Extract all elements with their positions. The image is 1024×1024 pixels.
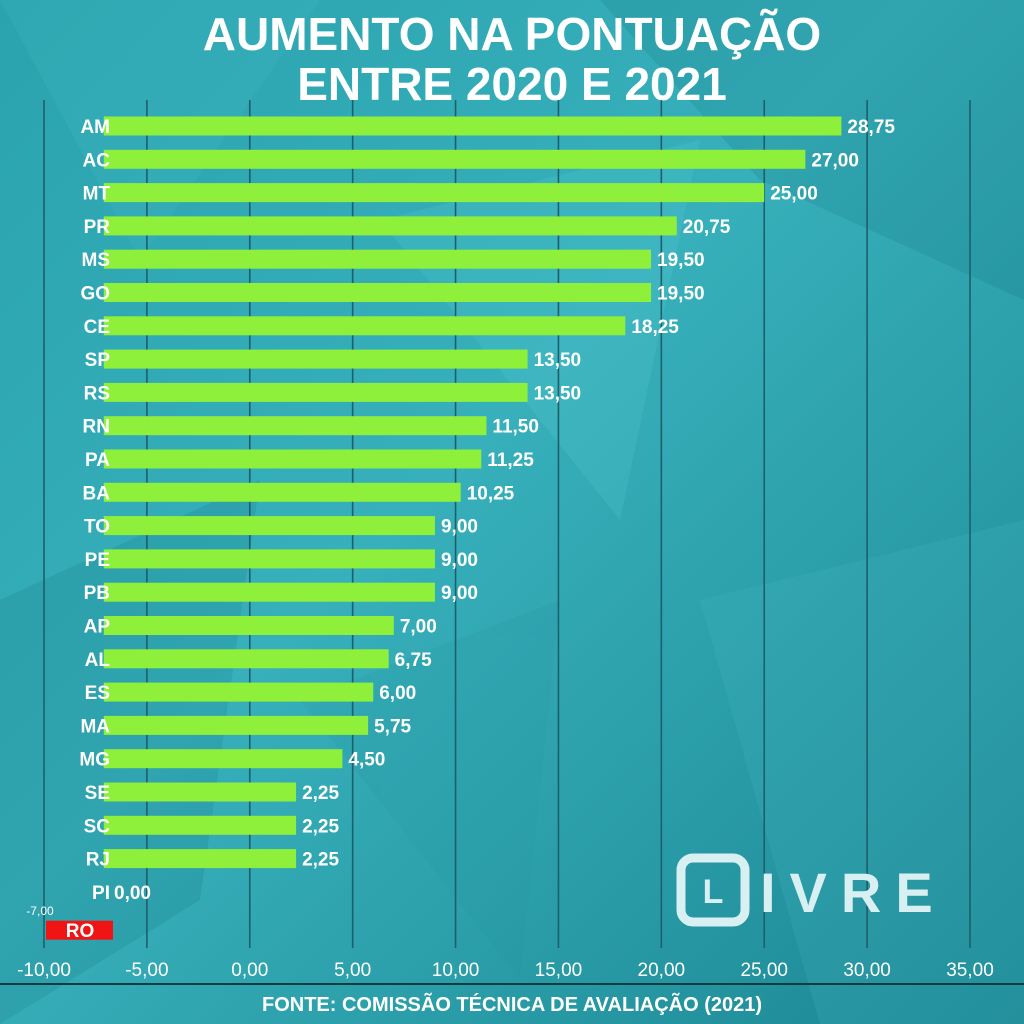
category-label-pi: PI (92, 883, 110, 904)
category-label-sc: SC (84, 816, 111, 837)
x-tick-label-9: 35,00 (946, 960, 994, 981)
category-label-se: SE (85, 783, 110, 804)
bar-pa (103, 449, 482, 469)
category-label-ba: BA (83, 483, 111, 504)
value-label-pi: 0,00 (114, 883, 151, 904)
category-label-al: AL (85, 650, 111, 671)
bar-go (103, 283, 652, 302)
value-label-mg: 4,50 (348, 750, 385, 771)
value-label-to: 9,00 (441, 517, 478, 538)
bar-pe (103, 549, 435, 569)
chart-title-line-2: ENTRE 2020 E 2021 (297, 58, 727, 110)
value-label-ro: -7,00 (26, 904, 54, 918)
bar-pr (103, 216, 677, 236)
bar-pb (103, 582, 435, 602)
value-label-ap: 7,00 (400, 617, 437, 638)
x-tick-label-2: 0,00 (231, 960, 268, 981)
category-label-pa: PA (85, 450, 110, 471)
category-label-rn: RN (83, 417, 110, 438)
value-label-rj: 2,25 (302, 850, 339, 871)
x-tick-label-8: 30,00 (843, 960, 891, 981)
value-label-es: 6,00 (379, 683, 416, 704)
category-label-am: AM (80, 117, 110, 138)
bar-rn (103, 416, 487, 436)
value-label-se: 2,25 (302, 783, 339, 804)
bar-am (103, 116, 842, 136)
category-label-ac: AC (83, 150, 111, 171)
bar-ac (103, 149, 806, 169)
bar-sc (103, 815, 297, 835)
category-label-rj: RJ (86, 850, 110, 871)
value-labels: 28,75 27,00 25,00 20,75 19,50 19,50 18,25 13,50… (26, 117, 895, 918)
category-label-ro: RO (66, 921, 95, 942)
x-tick-label-7: 25,00 (740, 960, 788, 981)
bar-ms (103, 249, 652, 269)
bar-ce (103, 316, 626, 336)
logo-wordmark: IVRE (760, 861, 947, 924)
x-tick-label-1: -5,00 (125, 960, 168, 981)
category-label-pr: PR (84, 217, 111, 238)
value-label-am: 28,75 (847, 117, 895, 138)
category-label-go: GO (80, 284, 110, 305)
source-note: FONTE: COMISSÃO TÉCNICA DE AVALIAÇÃO (20… (262, 993, 762, 1016)
bar-rj (103, 849, 297, 869)
value-label-al: 6,75 (395, 650, 432, 671)
value-label-sp: 13,50 (534, 350, 582, 371)
value-label-pa: 11,25 (487, 450, 534, 471)
x-tick-label-4: 10,00 (432, 960, 480, 981)
bars (46, 116, 842, 940)
category-label-rs: RS (84, 383, 110, 404)
category-label-mg: MG (79, 750, 110, 771)
bar-sp (103, 349, 528, 369)
bar-to (103, 516, 435, 536)
value-label-ma: 5,75 (374, 716, 411, 737)
category-label-sp: SP (85, 350, 111, 371)
logo-mark-box (676, 853, 750, 927)
bar-es (103, 682, 374, 702)
value-label-rn: 11,50 (492, 417, 539, 438)
value-label-sc: 2,25 (302, 816, 339, 837)
category-label-ce: CE (84, 317, 110, 338)
value-label-ac: 27,00 (811, 150, 859, 171)
bar-mg (103, 749, 343, 769)
value-label-pr: 20,75 (683, 217, 731, 238)
category-label-pe: PE (85, 550, 110, 571)
livre-logo: L IVRE (676, 853, 947, 927)
logo-mark-letter: L (703, 873, 724, 911)
bar-ba (103, 482, 461, 502)
value-label-ba: 10,25 (467, 483, 515, 504)
category-label-es: ES (85, 683, 110, 704)
category-label-ap: AP (84, 617, 111, 638)
bar-ro (46, 920, 113, 940)
category-label-ma: MA (80, 716, 110, 737)
chart-title-line-1: AUMENTO NA PONTUAÇÃO (203, 8, 821, 60)
bar-rs (103, 382, 528, 402)
value-label-go: 19,50 (657, 284, 705, 305)
bar-ma (103, 715, 369, 735)
category-label-pb: PB (84, 583, 110, 604)
bar-se (103, 782, 297, 802)
value-label-pb: 9,00 (441, 583, 478, 604)
x-axis-tick-labels: -10,00 -5,00 0,00 5,00 10,00 15,00 20,00 25,00 3… (17, 960, 994, 981)
category-label-mt: MT (83, 184, 111, 205)
value-label-mt: 25,00 (770, 184, 818, 205)
value-label-ce: 18,25 (631, 317, 679, 338)
value-label-pe: 9,00 (441, 550, 478, 571)
value-label-rs: 13,50 (534, 383, 582, 404)
category-label-ms: MS (82, 250, 111, 271)
x-tick-label-3: 5,00 (334, 960, 371, 981)
x-tick-label-5: 15,00 (535, 960, 583, 981)
bar-mt (103, 183, 765, 203)
category-labels: AM AC MT PR MS GO CE SP RS RN PA BA TO PE PB AP AL ES MA MG… (66, 117, 111, 942)
x-tick-label-6: 20,00 (638, 960, 686, 981)
x-tick-label-0: -10,00 (17, 960, 71, 981)
bar-al (103, 649, 389, 669)
category-label-to: TO (84, 517, 110, 538)
bar-ap (103, 616, 394, 635)
value-label-ms: 19,50 (657, 250, 705, 271)
